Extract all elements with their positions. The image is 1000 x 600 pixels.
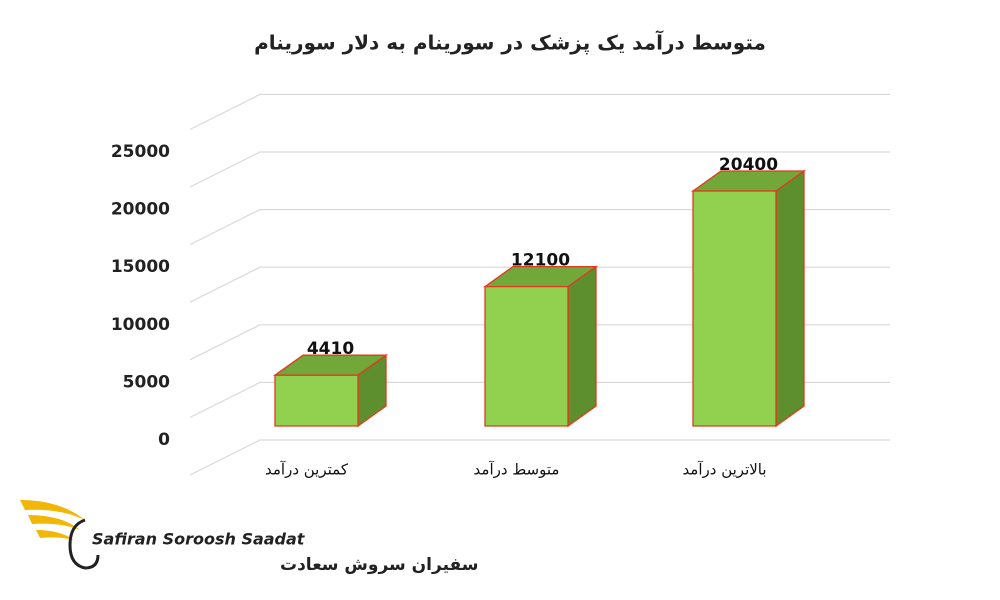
y-tick-label: 5000 <box>123 372 170 392</box>
logo-wing <box>20 500 85 540</box>
grid-line <box>189 209 890 246</box>
bar-front <box>484 285 569 427</box>
bar <box>482 265 599 428</box>
y-tick-label: 25000 <box>111 142 170 162</box>
y-tick-label: 0 <box>158 430 170 450</box>
value-label: 4410 <box>307 339 354 359</box>
x-tick-label: متوسط درآمد <box>474 461 560 479</box>
y-tick-label: 15000 <box>111 257 170 277</box>
value-label: 20400 <box>719 155 778 175</box>
y-tick-label: 10000 <box>111 315 170 335</box>
grid-line <box>189 151 890 188</box>
x-tick-label: کمترین درآمد <box>265 461 349 479</box>
grid-line <box>189 266 890 303</box>
chart-title: متوسط درآمد یک پزشک در سورینام به دلار س… <box>254 30 766 56</box>
bar-front <box>692 190 777 427</box>
grid-line <box>189 439 890 476</box>
bar-side <box>567 265 597 428</box>
logo-latin: Safiran Soroosh Saadat <box>92 530 306 549</box>
grid-line <box>189 324 890 361</box>
bar-side <box>775 169 805 428</box>
bar-front <box>274 374 359 427</box>
y-tick-label: 20000 <box>111 200 170 220</box>
logo-persian: سفیران سروش سعادت <box>280 555 478 575</box>
grid-line <box>189 93 890 130</box>
logo-curve <box>68 518 100 570</box>
logo: Safiran Soroosh Saadat سفیران سروش سعادت <box>20 500 478 575</box>
bar <box>272 353 389 428</box>
x-tick-label: بالاترین درآمد <box>682 461 766 479</box>
bar <box>690 169 807 428</box>
value-label: 12100 <box>511 251 570 271</box>
grid-line <box>189 381 890 418</box>
